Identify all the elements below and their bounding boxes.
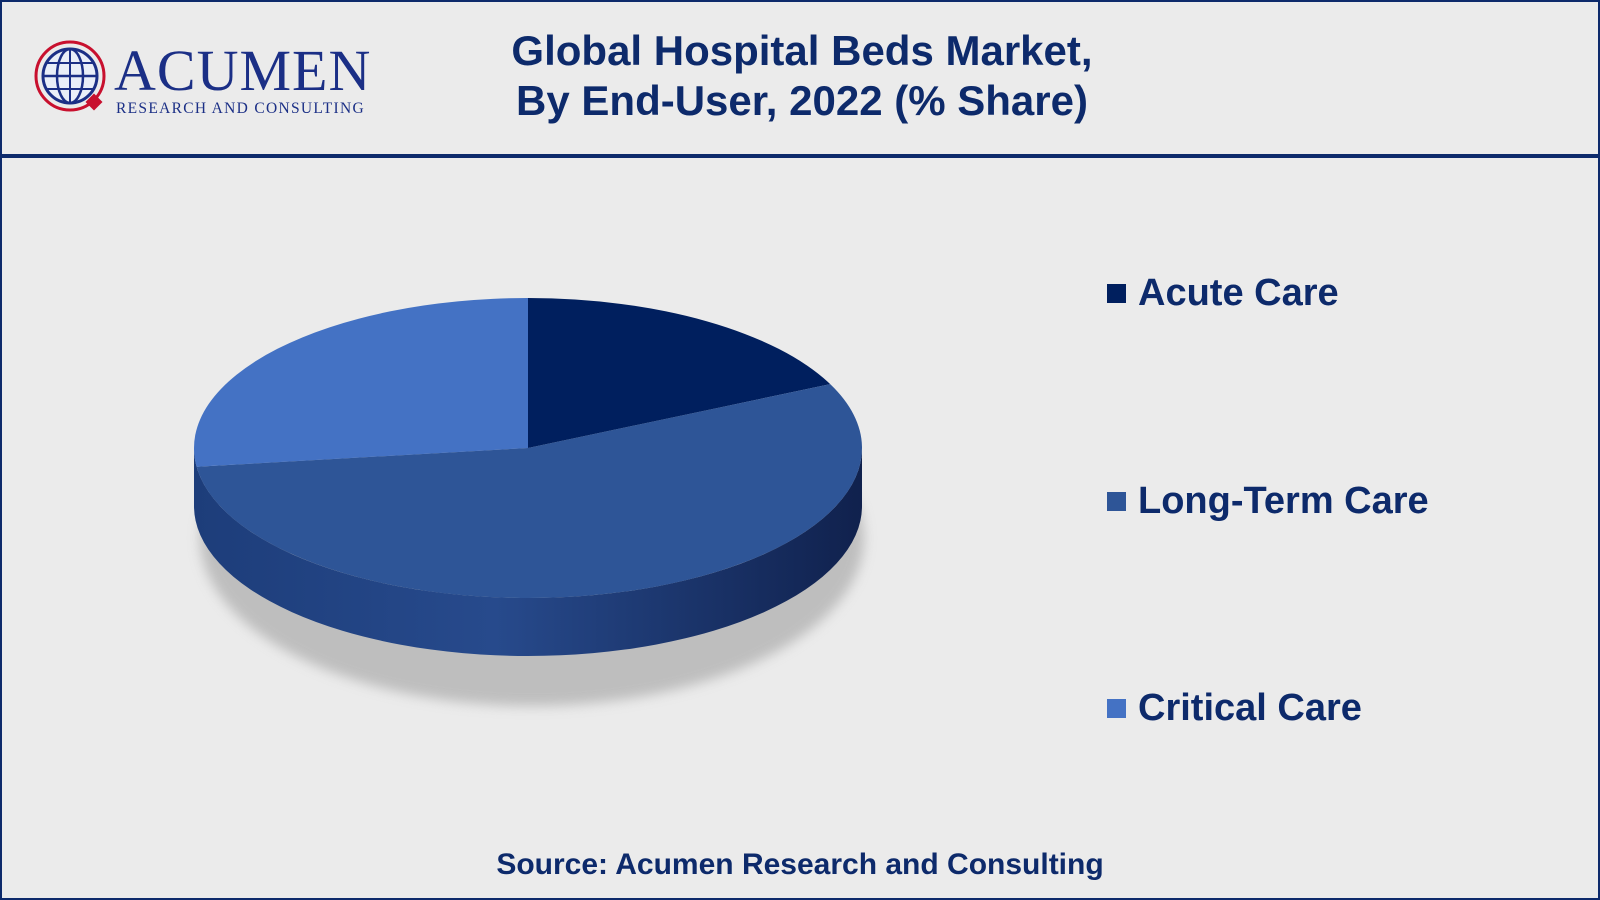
acumen-logo: ACUMEN RESEARCH AND CONSULTING (32, 38, 372, 118)
chart-title: Global Hospital Beds Market, By End-User… (402, 26, 1202, 126)
header: ACUMEN RESEARCH AND CONSULTING Global Ho… (2, 2, 1598, 158)
pie-side-wall (194, 448, 862, 656)
legend-item-critical-care: Critical Care (1107, 687, 1362, 730)
chart-title-line2: By End-User, 2022 (% Share) (516, 77, 1088, 124)
pie-slice-long-term-care (196, 384, 862, 598)
chart-title-line1: Global Hospital Beds Market, (511, 27, 1093, 74)
globe-icon (34, 40, 106, 112)
legend-swatch (1107, 699, 1126, 718)
pie-slice-critical-care (193, 298, 528, 467)
pie-slice-acute-care (528, 298, 831, 448)
logo-wordmark: ACUMEN (114, 38, 372, 103)
legend-item-long-term-care: Long-Term Care (1107, 480, 1429, 523)
legend-label: Critical Care (1138, 687, 1362, 729)
pie-slices (193, 298, 862, 598)
legend-item-acute-care: Acute Care (1107, 272, 1339, 315)
legend-label: Acute Care (1138, 272, 1339, 314)
pie-chart (193, 298, 864, 706)
legend-label: Long-Term Care (1138, 480, 1429, 522)
legend-swatch (1107, 284, 1126, 303)
pie-sides (194, 448, 862, 656)
source-note: Source: Acumen Research and Consulting (496, 848, 1104, 881)
legend-swatch (1107, 492, 1126, 511)
logo-tagline: RESEARCH AND CONSULTING (116, 100, 365, 117)
